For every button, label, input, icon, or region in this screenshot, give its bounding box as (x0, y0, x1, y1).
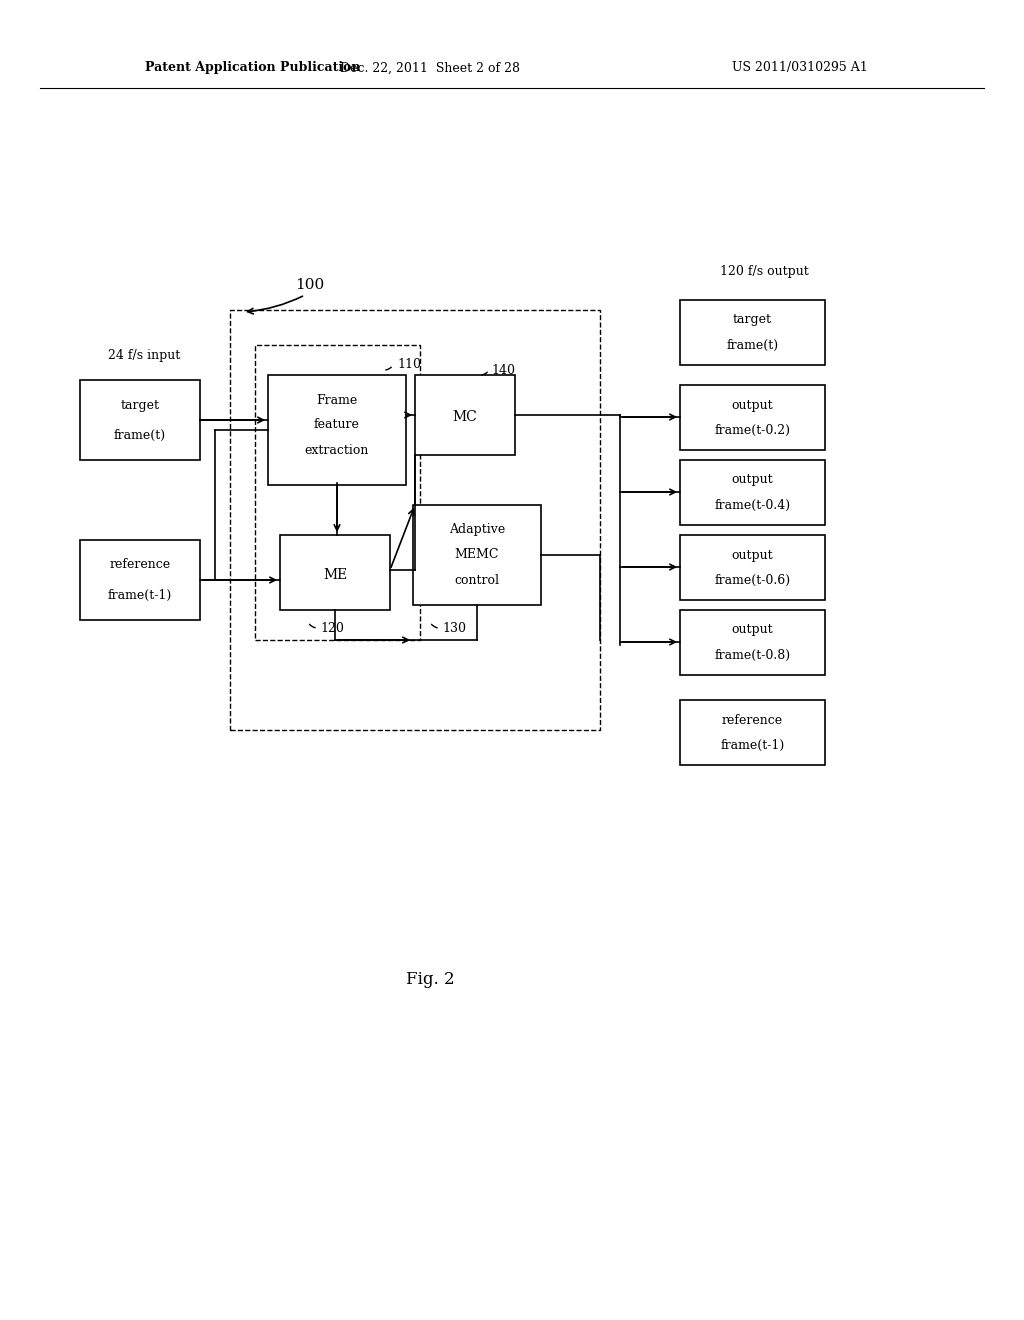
Text: 24 f/s input: 24 f/s input (108, 348, 180, 362)
FancyBboxPatch shape (415, 375, 515, 455)
Text: Patent Application Publication: Patent Application Publication (145, 62, 360, 74)
Text: frame(t-1): frame(t-1) (720, 738, 784, 751)
Text: target: target (733, 314, 772, 326)
Text: 120: 120 (319, 622, 344, 635)
Text: frame(t): frame(t) (114, 429, 166, 441)
FancyBboxPatch shape (80, 540, 200, 620)
FancyBboxPatch shape (80, 380, 200, 459)
Text: MEMC: MEMC (455, 549, 500, 561)
Text: frame(t-0.4): frame(t-0.4) (715, 499, 791, 511)
FancyBboxPatch shape (680, 459, 825, 525)
FancyBboxPatch shape (680, 300, 825, 366)
Text: MC: MC (453, 411, 477, 424)
Text: reference: reference (110, 558, 171, 572)
Text: output: output (732, 474, 773, 487)
Text: 140: 140 (490, 363, 515, 376)
Text: ME: ME (323, 568, 347, 582)
Text: Adaptive: Adaptive (449, 524, 505, 536)
Text: target: target (121, 399, 160, 412)
FancyBboxPatch shape (280, 535, 390, 610)
Text: frame(t): frame(t) (726, 338, 778, 351)
FancyBboxPatch shape (680, 610, 825, 675)
Text: frame(t-0.6): frame(t-0.6) (715, 573, 791, 586)
Text: 100: 100 (295, 279, 325, 292)
Text: output: output (732, 549, 773, 561)
Text: extraction: extraction (305, 444, 370, 457)
FancyBboxPatch shape (680, 535, 825, 601)
Text: output: output (732, 623, 773, 636)
Text: US 2011/0310295 A1: US 2011/0310295 A1 (732, 62, 868, 74)
Text: Frame: Frame (316, 393, 357, 407)
Text: 110: 110 (397, 359, 421, 371)
Text: reference: reference (722, 714, 783, 726)
Text: control: control (455, 573, 500, 586)
FancyBboxPatch shape (680, 385, 825, 450)
Text: frame(t-1): frame(t-1) (108, 589, 172, 602)
Text: frame(t-0.2): frame(t-0.2) (715, 424, 791, 437)
Text: 130: 130 (442, 622, 466, 635)
Text: 120 f/s output: 120 f/s output (720, 265, 809, 279)
FancyBboxPatch shape (268, 375, 406, 484)
Text: output: output (732, 399, 773, 412)
Text: frame(t-0.8): frame(t-0.8) (715, 648, 791, 661)
FancyBboxPatch shape (680, 700, 825, 766)
Text: Dec. 22, 2011  Sheet 2 of 28: Dec. 22, 2011 Sheet 2 of 28 (340, 62, 520, 74)
Text: Fig. 2: Fig. 2 (406, 972, 455, 989)
Text: feature: feature (314, 418, 360, 432)
FancyBboxPatch shape (413, 506, 541, 605)
